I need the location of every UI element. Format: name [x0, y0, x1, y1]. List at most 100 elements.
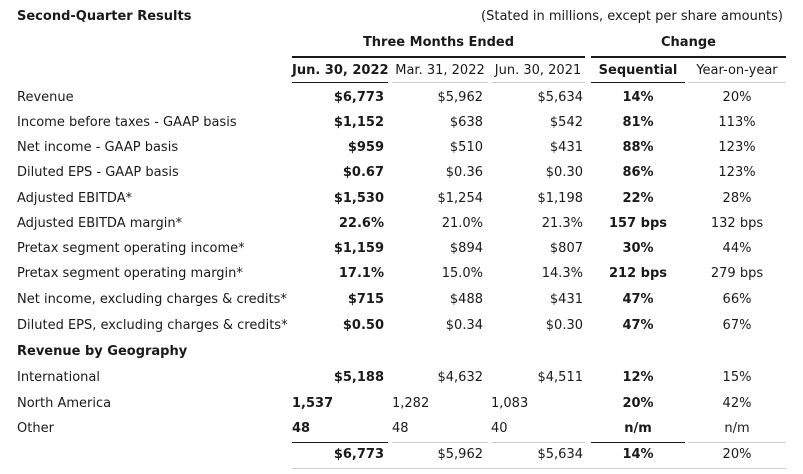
row-label: Adjusted EBITDA* — [17, 191, 133, 206]
header-change: Change — [661, 35, 716, 50]
rule-change — [591, 56, 786, 58]
row-label: Pretax segment operating margin* — [17, 266, 243, 281]
cell-mar2022: $5,962 — [437, 447, 484, 462]
cell-jun2022: 1,537 — [292, 396, 334, 411]
header-three-months: Three Months Ended — [362, 35, 515, 50]
cell-sequential: 86% — [622, 165, 654, 180]
cell-jun2021: $0.30 — [545, 165, 583, 180]
cell-mar2022: $1,254 — [437, 191, 484, 206]
rule-three-months — [292, 56, 585, 58]
total-rule — [292, 442, 388, 443]
cell-mar2022: $5,962 — [437, 90, 484, 105]
total-rule — [392, 442, 488, 443]
cell-yoy: 132 bps — [710, 216, 764, 231]
cell-jun2021: $542 — [549, 115, 583, 130]
cell-sequential: 47% — [622, 292, 654, 307]
cell-jun2022: $6,773 — [333, 447, 384, 462]
cell-sequential: 14% — [622, 90, 654, 105]
cell-jun2021: $807 — [549, 241, 583, 256]
units-note: (Stated in millions, except per share am… — [481, 9, 783, 24]
row-label: Other — [17, 421, 54, 436]
cell-sequential: 12% — [622, 370, 654, 385]
cell-jun2022: $0.67 — [342, 165, 384, 180]
col-yoy: Year-on-year — [696, 63, 778, 78]
cell-jun2022: $1,152 — [333, 115, 384, 130]
cell-mar2022: $510 — [449, 140, 483, 155]
col-sequential: Sequential — [598, 63, 678, 78]
cell-mar2022: $4,632 — [437, 370, 484, 385]
cell-yoy: 28% — [722, 191, 752, 206]
cell-jun2021: 1,083 — [491, 396, 529, 411]
cell-jun2021: $5,634 — [537, 90, 584, 105]
row-label: Net income - GAAP basis — [17, 140, 179, 155]
row-label: Net income, excluding charges & credits* — [17, 292, 287, 307]
cell-yoy: 20% — [722, 90, 752, 105]
cell-yoy: 66% — [722, 292, 752, 307]
cell-mar2022: $0.34 — [445, 318, 483, 333]
cell-sequential: 88% — [622, 140, 654, 155]
cell-yoy: 279 bps — [710, 266, 764, 281]
row-label: International — [17, 370, 100, 385]
cell-jun2022: $0.50 — [342, 318, 384, 333]
geo-section-header: Revenue by Geography — [17, 344, 188, 359]
cell-sequential: 212 bps — [608, 266, 667, 281]
cell-mar2022: 1,282 — [392, 396, 430, 411]
cell-mar2022: $0.36 — [445, 165, 483, 180]
cell-mar2022: 48 — [392, 421, 409, 436]
col-jun2022: Jun. 30, 2022 — [292, 63, 389, 78]
row-label: Pretax segment operating income* — [17, 241, 245, 256]
cell-sequential: 30% — [622, 241, 654, 256]
cell-yoy: 44% — [722, 241, 752, 256]
total-rule — [491, 442, 585, 443]
row-label: Income before taxes - GAAP basis — [17, 115, 237, 130]
row-label: Revenue — [17, 90, 74, 105]
bottom-rule — [292, 468, 786, 469]
cell-jun2022: $5,188 — [333, 370, 384, 385]
cell-mar2022: 15.0% — [441, 266, 483, 281]
cell-jun2022: $6,773 — [333, 90, 384, 105]
row-label: Diluted EPS - GAAP basis — [17, 165, 179, 180]
cell-jun2022: $715 — [347, 292, 384, 307]
cell-jun2021: $5,634 — [537, 447, 584, 462]
cell-sequential: 81% — [622, 115, 654, 130]
col-rule — [688, 82, 786, 83]
cell-yoy: n/m — [724, 421, 750, 436]
cell-jun2022: $1,530 — [333, 191, 384, 206]
cell-mar2022: $638 — [449, 115, 483, 130]
cell-yoy: 20% — [722, 447, 752, 462]
cell-yoy: 42% — [722, 396, 752, 411]
col-rule — [292, 82, 388, 83]
cell-jun2022: 22.6% — [338, 216, 384, 231]
total-rule — [591, 442, 685, 443]
col-mar2022: Mar. 31, 2022 — [395, 63, 485, 78]
cell-yoy: 15% — [722, 370, 752, 385]
total-rule — [688, 442, 786, 443]
cell-jun2021: $431 — [549, 140, 583, 155]
cell-yoy: 123% — [718, 165, 756, 180]
cell-sequential: 14% — [622, 447, 654, 462]
cell-yoy: 113% — [718, 115, 756, 130]
col-rule — [491, 82, 585, 83]
row-label: Diluted EPS, excluding charges & credits… — [17, 318, 288, 333]
cell-sequential: 22% — [622, 191, 654, 206]
col-jun2021: Jun. 30, 2021 — [494, 63, 582, 78]
cell-jun2021: 14.3% — [541, 266, 583, 281]
col-rule — [392, 82, 488, 83]
row-label: Adjusted EBITDA margin* — [17, 216, 183, 231]
cell-mar2022: $894 — [449, 241, 483, 256]
cell-jun2021: $1,198 — [537, 191, 584, 206]
cell-sequential: 157 bps — [608, 216, 667, 231]
cell-jun2021: $0.30 — [545, 318, 583, 333]
cell-jun2022: 17.1% — [338, 266, 384, 281]
col-rule — [591, 82, 685, 83]
cell-jun2021: $4,511 — [537, 370, 584, 385]
cell-yoy: 123% — [718, 140, 756, 155]
cell-mar2022: 21.0% — [441, 216, 483, 231]
cell-jun2021: $431 — [549, 292, 583, 307]
cell-sequential: n/m — [624, 421, 652, 436]
table-title: Second-Quarter Results — [17, 9, 192, 24]
cell-sequential: 47% — [622, 318, 654, 333]
cell-jun2022: 48 — [292, 421, 311, 436]
cell-jun2021: 40 — [491, 421, 508, 436]
cell-sequential: 20% — [622, 396, 654, 411]
